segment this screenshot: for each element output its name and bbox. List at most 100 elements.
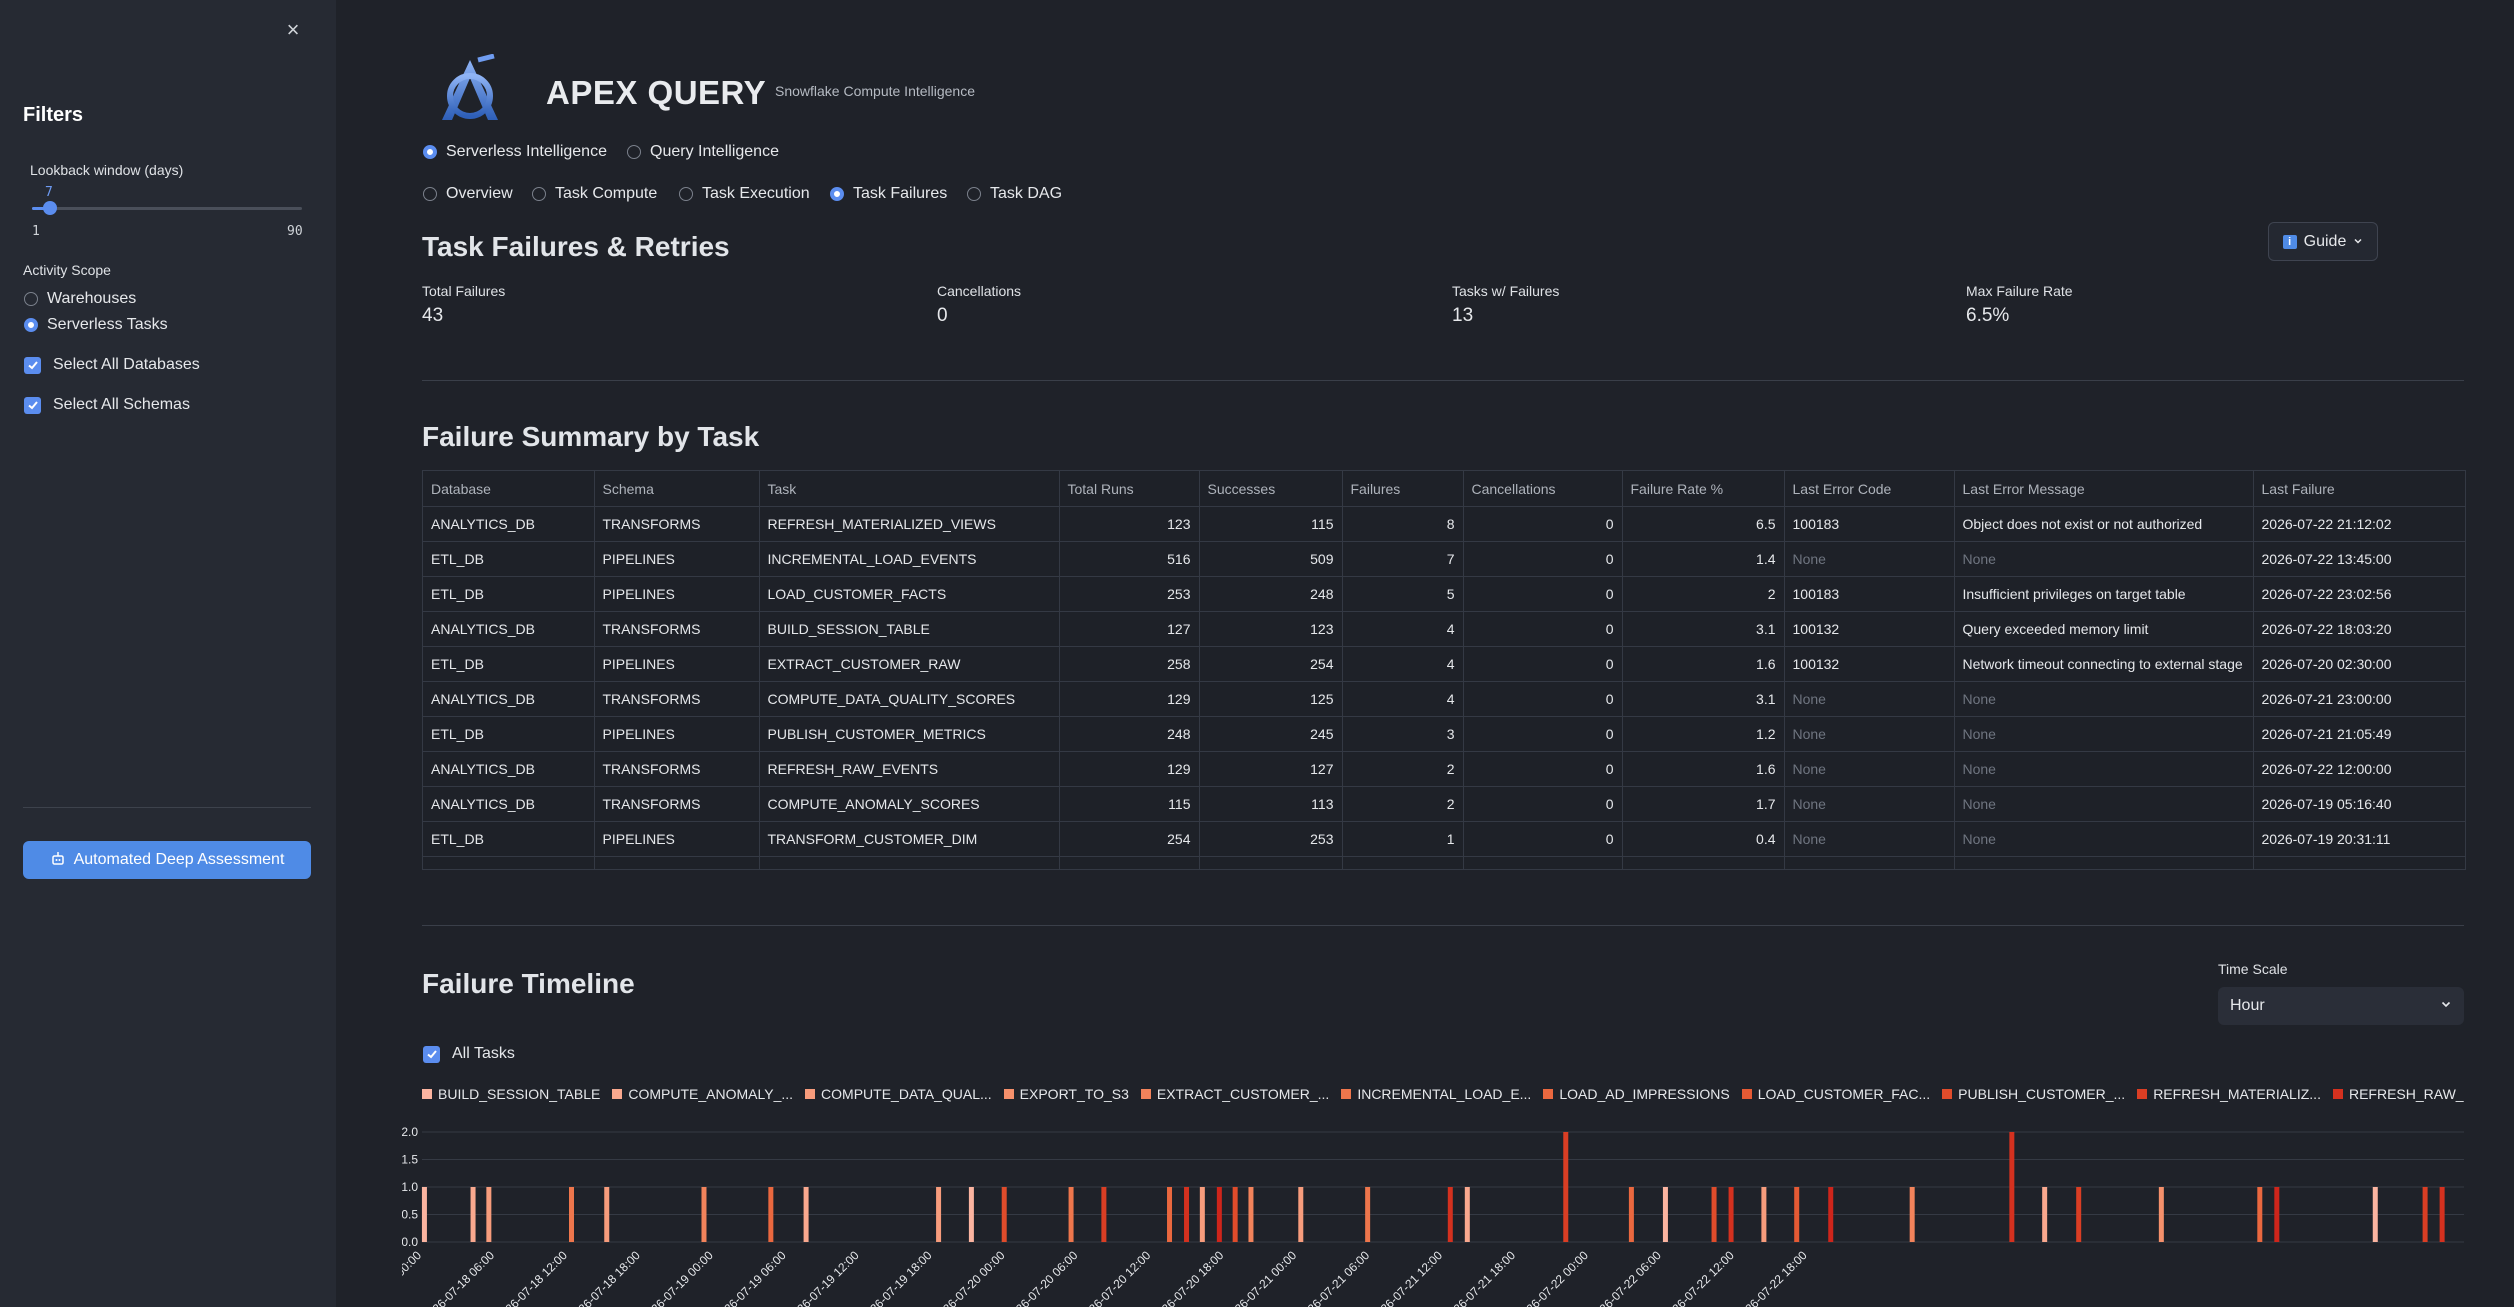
legend-item[interactable]: LOAD_AD_IMPRESSIONS (1543, 1086, 1730, 1102)
timeline-bar[interactable] (2158, 1187, 2164, 1242)
timeline-bar[interactable] (1711, 1187, 1717, 1242)
column-header[interactable]: Last Error Message (1954, 471, 2254, 507)
all-tasks-checkbox[interactable]: All Tasks (423, 1045, 515, 1063)
view-radio-task-failures[interactable]: Task Failures (830, 185, 947, 203)
table-row[interactable]: ANALYTICS_DB TRANSFORMS COMPUTE_DATA_QUALI… (423, 681, 2465, 717)
column-header[interactable]: Database (423, 471, 595, 507)
legend-item[interactable]: INCREMENTAL_LOAD_E... (1341, 1086, 1531, 1102)
table-cell (594, 856, 760, 869)
select-all-databases-checkbox[interactable]: Select All Databases (24, 356, 200, 374)
timeline-bar[interactable] (803, 1187, 809, 1242)
table-row[interactable]: ETL_DB PIPELINES LOAD_CUSTOMER_FACTS 253 248… (423, 576, 2465, 612)
timeline-bar[interactable] (1298, 1187, 1304, 1242)
timeline-bar[interactable] (701, 1187, 707, 1242)
column-header[interactable]: Successes (1199, 471, 1343, 507)
guide-button[interactable]: i Guide (2268, 222, 2378, 261)
timeline-bar[interactable] (2372, 1187, 2378, 1242)
section-title: Task Failures & Retries (422, 231, 730, 262)
slider-thumb[interactable] (43, 201, 58, 215)
timeline-bar[interactable] (1101, 1187, 1107, 1242)
table-row[interactable]: ANALYTICS_DB TRANSFORMS REFRESH_MATERIALIZ… (423, 506, 2465, 542)
select-all-schemas-checkbox[interactable]: Select All Schemas (24, 396, 190, 414)
timeline-bar[interactable] (1761, 1187, 1767, 1242)
table-row[interactable]: ANALYTICS_DB TRANSFORMS BUILD_SESSION_TABL… (423, 611, 2465, 647)
table-row[interactable]: ETL_DB PIPELINES PUBLISH_CUSTOMER_METRICS 2… (423, 716, 2465, 752)
timeline-bar[interactable] (1447, 1187, 1453, 1242)
timeline-bar[interactable] (1563, 1132, 1569, 1242)
table-cell: 1.4 (1622, 541, 1785, 577)
table-row[interactable]: ANALYTICS_DB TRANSFORMS REFRESH_RAW_EVENTS… (423, 751, 2465, 787)
mode-radio-query-intelligence[interactable]: Query Intelligence (627, 143, 779, 161)
time-scale-select[interactable]: Hour (2218, 987, 2464, 1025)
legend-item[interactable]: COMPUTE_DATA_QUAL... (805, 1086, 992, 1102)
close-icon[interactable]: × (286, 17, 300, 42)
timeline-bar[interactable] (2422, 1187, 2428, 1242)
timeline-bar[interactable] (2042, 1187, 2048, 1242)
legend-item[interactable]: REFRESH_MATERIALIZ... (2137, 1086, 2321, 1102)
column-header[interactable]: Failures (1342, 471, 1464, 507)
timeline-bar[interactable] (1662, 1187, 1668, 1242)
timeline-bar[interactable] (968, 1187, 974, 1242)
timeline-bar[interactable] (1216, 1187, 1222, 1242)
legend-item[interactable]: COMPUTE_ANOMALY_... (612, 1086, 793, 1102)
table-row[interactable]: ETL_DB PIPELINES TRANSFORM_CUSTOMER_DIM 254… (423, 821, 2465, 857)
timeline-bar[interactable] (1828, 1187, 1834, 1242)
column-header[interactable]: Last Error Code (1784, 471, 1955, 507)
timeline-bar[interactable] (470, 1187, 476, 1242)
timeline-bar[interactable] (1728, 1187, 1734, 1242)
mode-radio-serverless-intelligence[interactable]: Serverless Intelligence (423, 143, 607, 161)
table-row[interactable]: ANALYTICS_DB TRANSFORMS COMPUTE_ANOMALY_SC… (423, 786, 2465, 822)
timeline-bar[interactable] (1001, 1187, 1007, 1242)
lookback-slider[interactable] (32, 201, 302, 215)
timeline-bar[interactable] (1167, 1187, 1173, 1242)
table-row[interactable]: ETL_DB PIPELINES EXTRACT_CUSTOMER_RAW 258 25… (423, 646, 2465, 682)
scope-radio-warehouses[interactable]: Warehouses (24, 290, 136, 308)
legend-item[interactable]: PUBLISH_CUSTOMER_... (1942, 1086, 2125, 1102)
column-header[interactable]: Last Failure (2253, 471, 2465, 507)
view-label: Overview (446, 185, 513, 202)
timeline-bar[interactable] (569, 1187, 575, 1242)
timeline-bar[interactable] (1628, 1187, 1634, 1242)
timeline-bar[interactable] (1232, 1187, 1238, 1242)
timeline-bar[interactable] (604, 1187, 610, 1242)
failure-summary-table[interactable]: Database Schema Task Total Runs Successes Fai… (422, 470, 2466, 870)
timeline-bar[interactable] (2076, 1187, 2082, 1242)
timeline-bar[interactable] (2009, 1132, 2015, 1242)
table-row[interactable] (423, 856, 2465, 869)
timeline-bar[interactable] (421, 1187, 427, 1242)
timeline-bar[interactable] (1365, 1187, 1371, 1242)
timeline-bar[interactable] (1068, 1187, 1074, 1242)
table-row[interactable]: ETL_DB PIPELINES INCREMENTAL_LOAD_EVENTS 51… (423, 541, 2465, 577)
timeline-bar[interactable] (486, 1187, 492, 1242)
timeline-bar[interactable] (2439, 1187, 2445, 1242)
view-radio-overview[interactable]: Overview (423, 185, 513, 203)
legend-item[interactable]: EXTRACT_CUSTOMER_... (1140, 1086, 1329, 1102)
timeline-bar[interactable] (1199, 1187, 1205, 1242)
view-label: Task DAG (990, 185, 1063, 202)
timeline-bar[interactable] (1464, 1187, 1470, 1242)
timeline-bar[interactable] (936, 1187, 942, 1242)
timeline-bar[interactable] (1794, 1187, 1800, 1242)
timeline-bar[interactable] (768, 1187, 774, 1242)
table-cell: 0 (1463, 821, 1623, 857)
view-radio-task-dag[interactable]: Task DAG (967, 185, 1062, 203)
legend-item[interactable]: REFRESH_RAW_EVENTS (2332, 1086, 2464, 1102)
column-header[interactable]: Failure Rate % (1622, 471, 1785, 507)
view-radio-task-execution[interactable]: Task Execution (679, 185, 810, 203)
timeline-bar[interactable] (2257, 1187, 2263, 1242)
timeline-bar[interactable] (1909, 1187, 1915, 1242)
timeline-bar[interactable] (2274, 1187, 2280, 1242)
scope-radio-serverless-tasks[interactable]: Serverless Tasks (24, 316, 168, 334)
column-header[interactable]: Task (759, 471, 1060, 507)
timeline-bar[interactable] (1248, 1187, 1254, 1242)
automated-deep-assessment-button[interactable]: Automated Deep Assessment (23, 841, 311, 879)
column-header[interactable]: Total Runs (1059, 471, 1200, 507)
view-radio-task-compute[interactable]: Task Compute (532, 185, 657, 203)
column-header[interactable]: Schema (594, 471, 760, 507)
timeline-bar[interactable] (1184, 1187, 1190, 1242)
legend-item[interactable]: EXPORT_TO_S3 (1003, 1086, 1129, 1102)
legend-item[interactable]: LOAD_CUSTOMER_FAC... (1741, 1086, 1930, 1102)
legend-item[interactable]: BUILD_SESSION_TABLE (422, 1086, 600, 1102)
column-header[interactable]: Cancellations (1463, 471, 1623, 507)
y-tick-label: 0.0 (402, 1235, 418, 1249)
